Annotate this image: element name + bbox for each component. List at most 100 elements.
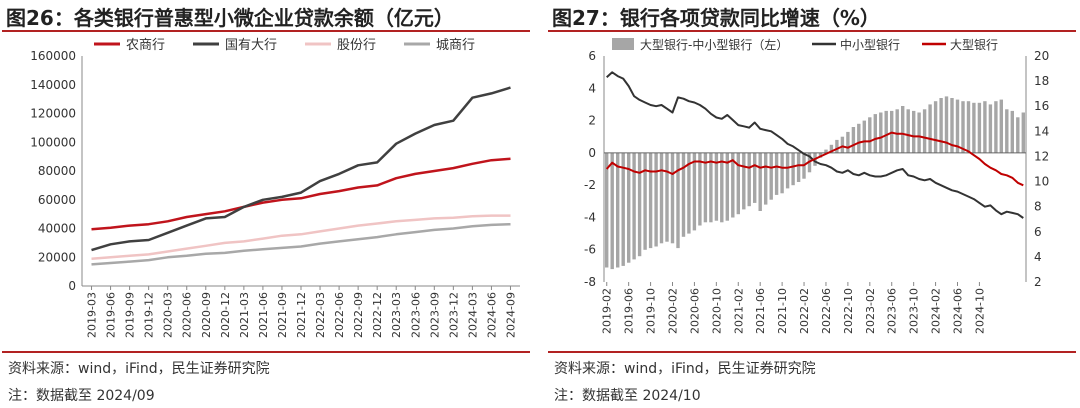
bar [961,101,965,153]
left-chart-title: 图26：各类银行普惠型小微企业贷款余额（亿元） [6,6,454,30]
left-y-tick-label: -4 [584,210,596,224]
bar [1005,109,1009,153]
left-cutoff-note: 注：数据截至 2024/09 [8,388,155,404]
x-tick-label: 2024-06 [485,292,498,338]
bar [928,104,932,153]
right-y-tick-label: 2 [1034,275,1042,289]
bar [796,152,801,182]
x-tick-label: 2024-09 [504,292,517,338]
series-line-1 [91,86,511,252]
bar [862,120,866,153]
bar [676,152,680,249]
right-title-rule [548,30,1076,32]
bar [884,110,888,153]
right-y-tick-label: 14 [1034,124,1049,138]
x-tick-label: 2024-10 [973,288,986,334]
bar [868,117,872,153]
x-tick-label: 2022-06 [820,288,833,334]
x-tick-label: 2019-03 [86,292,99,338]
x-tick-label: 2022-02 [798,288,811,334]
bar [999,99,1003,153]
right-y-tick-label: 6 [1034,225,1042,239]
bar [912,110,916,153]
y-tick-label: 100000 [30,135,76,149]
bar [780,152,784,194]
x-tick-label: 2021-12 [295,292,308,338]
x-tick-label: 2020-12 [219,292,232,338]
legend-swatch-0 [612,38,634,50]
bar [901,106,905,153]
bar [955,99,960,153]
bar [1010,110,1014,153]
bar [670,152,675,244]
bar [977,102,982,153]
left-source-note: 资料来源：wind，iFind，民生证券研究院 [8,361,270,377]
bar [824,149,828,153]
right-chart-panel: 图27：银行各项贷款同比增速（%） 大型银行-中小型银行（左） 中小型银行 大型银行… [548,0,1076,408]
left-y-tick-label: 6 [588,49,596,63]
bar [709,152,713,223]
left-y-tick-label: -8 [584,275,596,289]
x-tick-label: 2021-03 [238,292,251,338]
bar [758,152,762,211]
series-line-2 [91,214,511,260]
bar [873,114,877,153]
bar [648,152,653,249]
bar [698,152,702,226]
x-tick-label: 2019-06 [623,288,636,334]
y-tick-label: 80000 [38,164,76,178]
x-tick-label: 2023-06 [886,288,899,334]
bar [692,152,697,231]
bar [846,131,850,153]
x-tick-label: 2019-12 [143,292,156,338]
bar [818,152,823,158]
bar [1016,117,1020,153]
bar [725,152,729,221]
right-source-note: 资料来源：wind，iFind，民生证券研究院 [554,361,816,377]
bar [966,101,971,153]
legend-label-1: 国有大行 [225,38,277,53]
right-y-tick-label: 8 [1034,200,1042,214]
x-tick-label: 2022-03 [314,292,327,338]
legend-label-1: 中小型银行 [840,37,900,52]
x-tick-label: 2024-02 [930,288,943,334]
bar [851,127,856,153]
x-tick-label: 2023-12 [447,292,460,338]
bar [972,102,976,153]
series-line-0 [606,71,1024,219]
right-footer-rule [548,351,1076,353]
left-line-chart: 农商行 国有大行 股份行 城商行 0 20000 40000 60000 80000 100000… [30,38,520,338]
x-tick-label: 2021-10 [776,288,789,334]
right-y-tick-label: 20 [1034,49,1049,63]
bar [747,152,751,207]
x-tick-label: 2020-10 [710,288,723,334]
y-tick-label: 160000 [30,49,76,63]
bar [616,152,620,268]
legend-label-0: 大型银行-中小型银行（左） [640,37,788,52]
right-y-tick-label: 16 [1034,99,1049,113]
bar [665,152,669,242]
bar [687,152,691,234]
bar [829,144,834,153]
bar [774,152,779,195]
bar [922,109,927,153]
x-tick-label: 2020-03 [162,292,175,338]
right-y-tick-label: 18 [1034,74,1049,88]
x-tick-label: 2021-06 [257,292,270,338]
x-tick-label: 2023-02 [864,288,877,334]
y-tick-label: 60000 [38,193,76,207]
x-tick-label: 2023-06 [409,292,422,338]
x-tick-label: 2019-10 [645,288,658,334]
x-tick-label: 2024-03 [466,292,479,338]
bar [659,152,664,244]
series-line-1 [605,131,1024,187]
bar [944,96,949,153]
x-tick-label: 2022-09 [352,292,365,338]
bar [988,104,993,153]
bar [906,109,910,153]
bar [785,152,790,189]
bar [1021,112,1025,153]
series-line-0 [91,157,511,231]
bar [753,152,757,203]
bar [637,152,642,257]
